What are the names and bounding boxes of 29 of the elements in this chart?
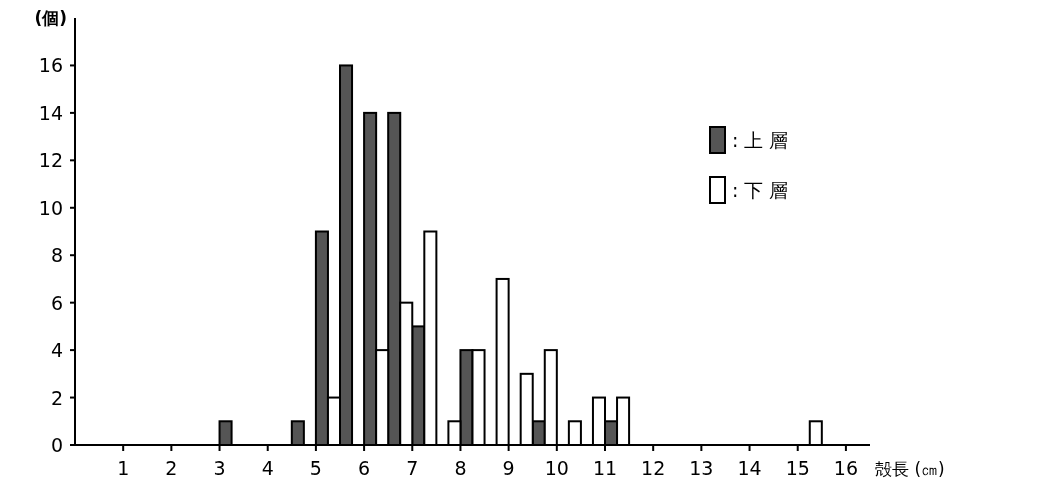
y-tick-label: 6	[50, 291, 63, 314]
legend-label: : 下 層	[732, 179, 789, 201]
x-tick-label: 13	[689, 457, 714, 479]
y-tick-label: 4	[50, 339, 63, 362]
legend-label: : 上 層	[732, 129, 789, 151]
x-axis-title: 殻長 (㎝)	[875, 459, 945, 479]
y-tick-label: 12	[38, 149, 63, 172]
x-tick-label: 5	[309, 457, 322, 479]
x-tick-label: 16	[833, 457, 858, 479]
x-tick-label: 6	[358, 457, 371, 479]
y-tick-label: 14	[38, 101, 63, 124]
y-tick-label: 10	[38, 196, 63, 219]
x-tick-label: 2	[165, 457, 178, 479]
y-tick-label: 8	[50, 244, 63, 267]
y-tick-label: 0	[50, 434, 63, 456]
x-tick-label: 8	[454, 457, 467, 479]
x-tick-label: 3	[213, 457, 226, 479]
y-tick-label: 2	[50, 386, 63, 409]
x-tick-label: 10	[544, 457, 569, 479]
y-tick-label: 16	[38, 54, 63, 77]
x-tick-label: 15	[785, 457, 810, 479]
x-tick-label: 4	[261, 457, 274, 479]
x-tick-label: 7	[406, 457, 419, 479]
x-tick-label: 1	[117, 457, 130, 479]
x-tick-label: 14	[737, 457, 762, 479]
x-tick-label: 12	[641, 457, 666, 479]
x-tick-label: 9	[502, 457, 515, 479]
x-tick-label: 11	[592, 457, 618, 479]
y-axis-title: (個)	[34, 8, 67, 28]
